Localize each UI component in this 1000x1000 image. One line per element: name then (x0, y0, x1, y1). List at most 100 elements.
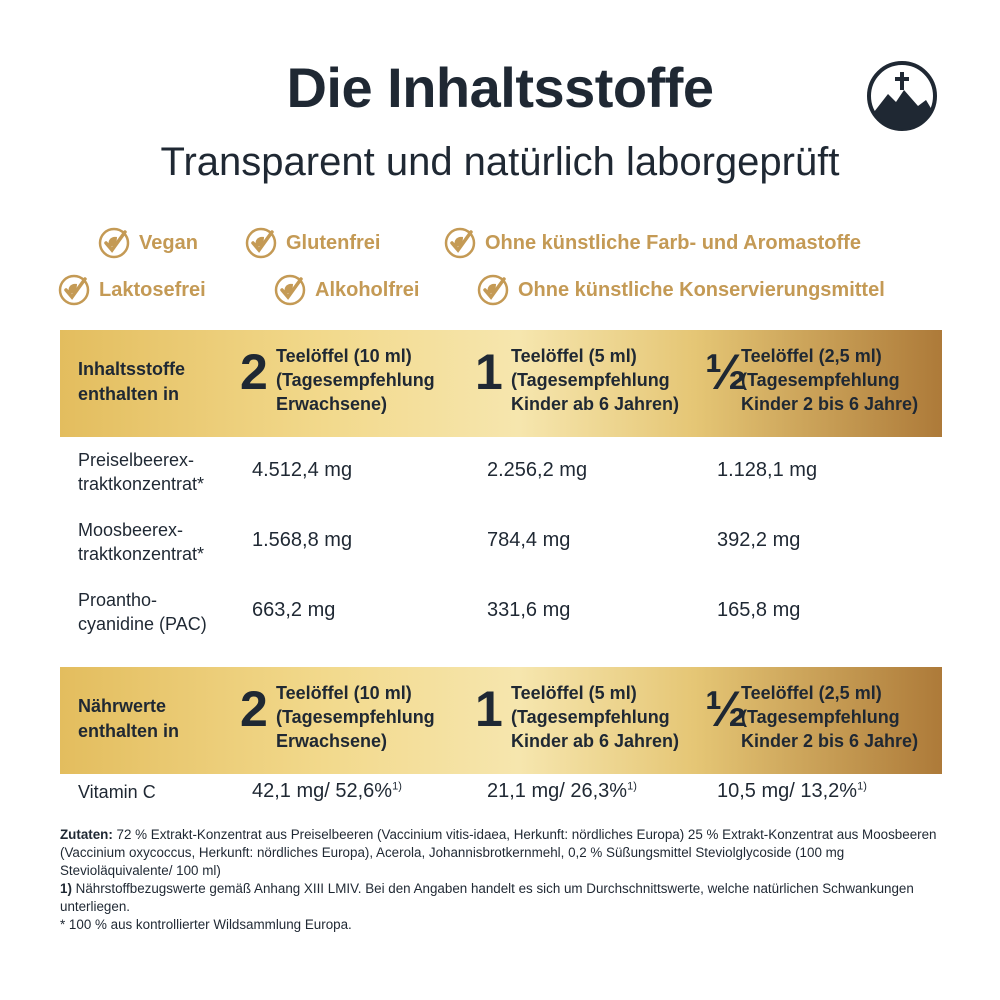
footnotes: Zutaten: 72 % Extrakt-Konzentrat aus Pre… (60, 826, 945, 934)
name-line: Moosbeerex- (78, 520, 184, 540)
value: 663,2 mg (252, 599, 335, 622)
logo (867, 61, 937, 131)
header-line: Teelöffel (2,5 ml) (741, 346, 882, 366)
badge: Ohne künstliche Konservierungsmittel (476, 273, 885, 307)
value: 21,1 mg/ 26,3%1) (487, 780, 637, 803)
badge: Ohne künstliche Farb- und Aromastoffe (443, 226, 861, 260)
header-line: (Tagesempfehlung (741, 707, 900, 727)
value-text: 784,4 mg (487, 529, 571, 551)
header-label: Nährwerte enthalten in (78, 694, 179, 744)
footnote-ref: 1) (392, 780, 402, 793)
row-name: Preiselbeerex-traktkonzentrat* (78, 448, 204, 496)
value-text: 663,2 mg (252, 599, 336, 621)
header-line: Teelöffel (10 ml) (276, 346, 412, 366)
column-header: Teelöffel (2,5 ml) (Tagesempfehlung Kinder… (741, 344, 918, 416)
value-text: 2.256,2 mg (487, 459, 588, 481)
value-text: 165,8 mg (717, 599, 801, 621)
label-line: Nährwerte (78, 696, 167, 716)
name-line: Proantho- (78, 590, 158, 610)
value-text: 42,1 mg/ 52,6% (252, 780, 393, 802)
value-text: 331,6 mg (487, 599, 571, 621)
label-line: enthalten in (78, 384, 180, 404)
amount: ½ (705, 344, 747, 400)
label-line: enthalten in (78, 721, 180, 741)
footnote-ref: 1) (857, 780, 867, 793)
name-line: traktkonzentrat* (78, 474, 205, 494)
value-text: 21,1 mg/ 26,3% (487, 780, 628, 802)
subtitle: Transparent und natürlich laborgeprüft (160, 140, 840, 184)
name-line: Vitamin C (78, 782, 156, 802)
badge-icon (245, 227, 277, 259)
header-line: Kinder 2 bis 6 Jahre) (741, 394, 919, 414)
badge: Glutenfrei (244, 226, 380, 260)
footnote-ref: 1) (627, 780, 637, 793)
badge: Laktosefrei (57, 273, 206, 307)
value: 784,4 mg (487, 529, 570, 552)
note-text: Nährstoffbezugswerte gemäß Anhang XIII L… (60, 881, 914, 914)
badge-label: Vegan (139, 231, 198, 254)
amount: ½ (705, 681, 747, 737)
name-line: Preiselbeerex- (78, 450, 195, 470)
value: 331,6 mg (487, 599, 570, 622)
value: 1.128,1 mg (717, 459, 817, 482)
column-header: Teelöffel (5 ml) (Tagesempfehlung Kinder a… (511, 344, 679, 416)
value: 165,8 mg (717, 599, 800, 622)
header-line: (Tagesempfehlung (276, 370, 435, 390)
row-name: Proantho-cyanidine (PAC) (78, 588, 207, 636)
note-label: Zutaten: (60, 827, 113, 842)
row-name: Moosbeerex-traktkonzentrat* (78, 518, 204, 566)
badge-icon (477, 274, 509, 306)
badge: Alkoholfrei (273, 273, 419, 307)
column-header: Teelöffel (10 ml) (Tagesempfehlung Erwachs… (276, 344, 435, 416)
note-text: 72 % Extrakt-Konzentrat aus Preiselbeere… (60, 827, 937, 878)
header-line: Kinder ab 6 Jahren) (511, 394, 680, 414)
badge-icon (444, 227, 476, 259)
column-header: Teelöffel (2,5 ml) (Tagesempfehlung Kinder… (741, 681, 918, 753)
table-header (60, 330, 942, 437)
badge-label: Glutenfrei (286, 231, 381, 254)
badge: Vegan (97, 226, 198, 260)
value: 10,5 mg/ 13,2%1) (717, 780, 867, 803)
header-line: Teelöffel (5 ml) (511, 346, 637, 366)
badge-icon (274, 274, 306, 306)
value: 2.256,2 mg (487, 459, 587, 482)
header-line: Teelöffel (2,5 ml) (741, 683, 882, 703)
header-line: Erwachsene) (276, 394, 388, 414)
header-label: Inhaltsstoffe enthalten in (78, 357, 185, 407)
header-line: Teelöffel (10 ml) (276, 683, 412, 703)
value: 4.512,4 mg (252, 459, 352, 482)
amount: 1 (475, 344, 503, 400)
badge-icon (98, 227, 130, 259)
value-text: 1.128,1 mg (717, 459, 818, 481)
amount: 2 (240, 344, 268, 400)
name-line: cyanidine (PAC) (78, 614, 207, 634)
badge-label: Ohne künstliche Konservierungsmittel (518, 278, 885, 301)
name-line: traktkonzentrat* (78, 544, 205, 564)
amount: 1 (475, 681, 503, 737)
value: 42,1 mg/ 52,6%1) (252, 780, 402, 803)
header-line: Teelöffel (5 ml) (511, 683, 637, 703)
value-text: 4.512,4 mg (252, 459, 353, 481)
amount: 2 (240, 681, 268, 737)
column-header: Teelöffel (5 ml) (Tagesempfehlung Kinder a… (511, 681, 679, 753)
column-header: Teelöffel (10 ml) (Tagesempfehlung Erwachs… (276, 681, 435, 753)
header-line: (Tagesempfehlung (276, 707, 435, 727)
header-line: Kinder ab 6 Jahren) (511, 731, 680, 751)
header-line: Erwachsene) (276, 731, 388, 751)
header-line: Kinder 2 bis 6 Jahre) (741, 731, 919, 751)
header-line: (Tagesempfehlung (511, 370, 670, 390)
badge-label: Alkoholfrei (315, 278, 420, 301)
value-text: 1.568,8 mg (252, 529, 353, 551)
badge-icon (58, 274, 90, 306)
badge-label: Ohne künstliche Farb- und Aromastoffe (485, 231, 861, 254)
header-line: (Tagesempfehlung (741, 370, 900, 390)
header-line: (Tagesempfehlung (511, 707, 670, 727)
note-text: * 100 % aus kontrollierter Wildsammlung … (60, 917, 352, 932)
value-text: 10,5 mg/ 13,2% (717, 780, 858, 802)
title: Die Inhaltsstoffe (286, 56, 714, 119)
value: 1.568,8 mg (252, 529, 352, 552)
table-header (60, 667, 942, 774)
note-label: 1) (60, 881, 72, 896)
label-line: Inhaltsstoffe (78, 359, 186, 379)
